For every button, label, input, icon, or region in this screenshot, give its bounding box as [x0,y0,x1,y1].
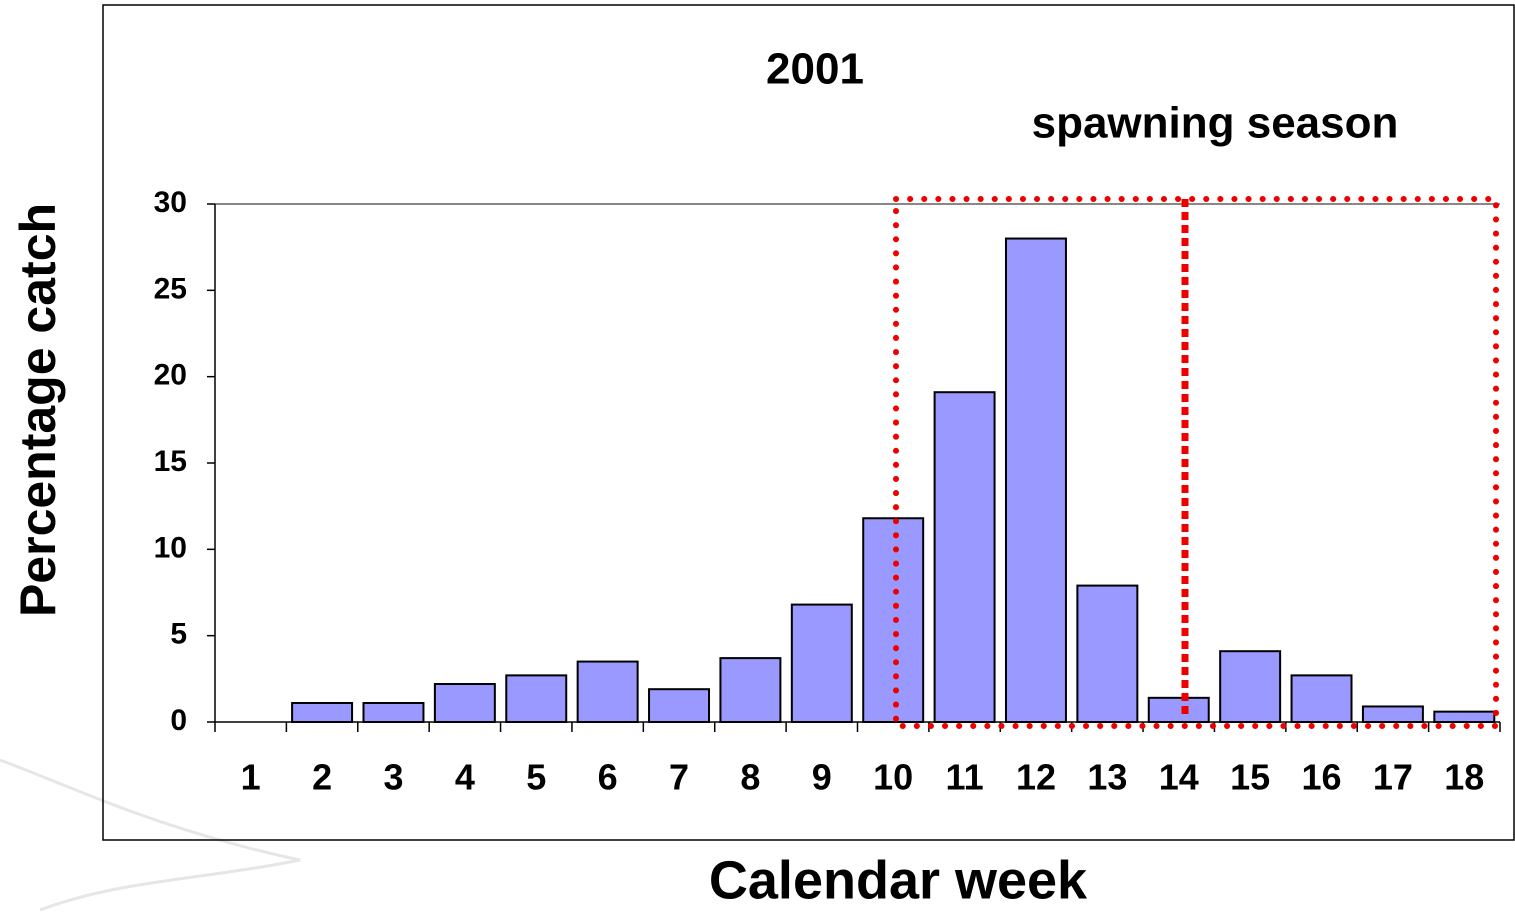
x-tick-label: 12 [1016,757,1056,798]
y-tick-label: 20 [154,359,187,392]
x-tick-label: 16 [1302,757,1342,798]
y-tick-label: 15 [154,445,187,478]
x-tick-label: 2 [312,757,332,798]
highlight-box [893,196,1499,729]
bar [1076,584,1139,723]
annotation: spawning season [1032,99,1399,148]
bar [576,660,639,723]
bar [719,657,782,724]
bar [1147,696,1210,723]
x-tick-label: 11 [946,757,984,798]
y-tick-label: 25 [154,272,187,305]
bar [291,702,354,723]
x-tick-label: 9 [812,757,832,798]
y-tick-label: 30 [154,186,187,219]
bar [1433,710,1496,724]
x-tick-label: 7 [669,757,689,798]
bar [790,603,853,723]
x-tick-label: 18 [1444,757,1484,798]
bar [433,683,496,723]
y-tick-label: 10 [154,531,187,564]
chart-title: 2001 [766,45,864,94]
y-tick-label: 0 [170,704,187,737]
x-tick-label: 17 [1373,757,1413,798]
x-tick-label: 1 [241,757,261,798]
x-tick-label: 4 [455,757,475,798]
bar [1361,705,1424,724]
chart-frame [102,4,1515,841]
x-axis-label: Calendar week [709,850,1088,910]
x-tick-label: 8 [740,757,760,798]
background-decoration [0,758,301,912]
x-tick-label: 3 [383,757,403,798]
x-tick-label: 15 [1230,757,1270,798]
x-tick-label: 10 [873,757,913,798]
bar [933,391,996,723]
bar [1290,674,1353,724]
bar [1219,650,1282,723]
bar [648,688,711,724]
bar [1004,237,1067,724]
y-tick-label: 5 [170,618,187,651]
y-axis-label: Percentage catch [10,203,66,617]
bar [505,674,568,724]
x-tick-label: 6 [598,757,618,798]
bar [362,702,425,723]
x-tick-label: 5 [526,757,546,798]
x-tick-label: 14 [1159,757,1199,798]
x-tick-label: 13 [1087,757,1127,798]
